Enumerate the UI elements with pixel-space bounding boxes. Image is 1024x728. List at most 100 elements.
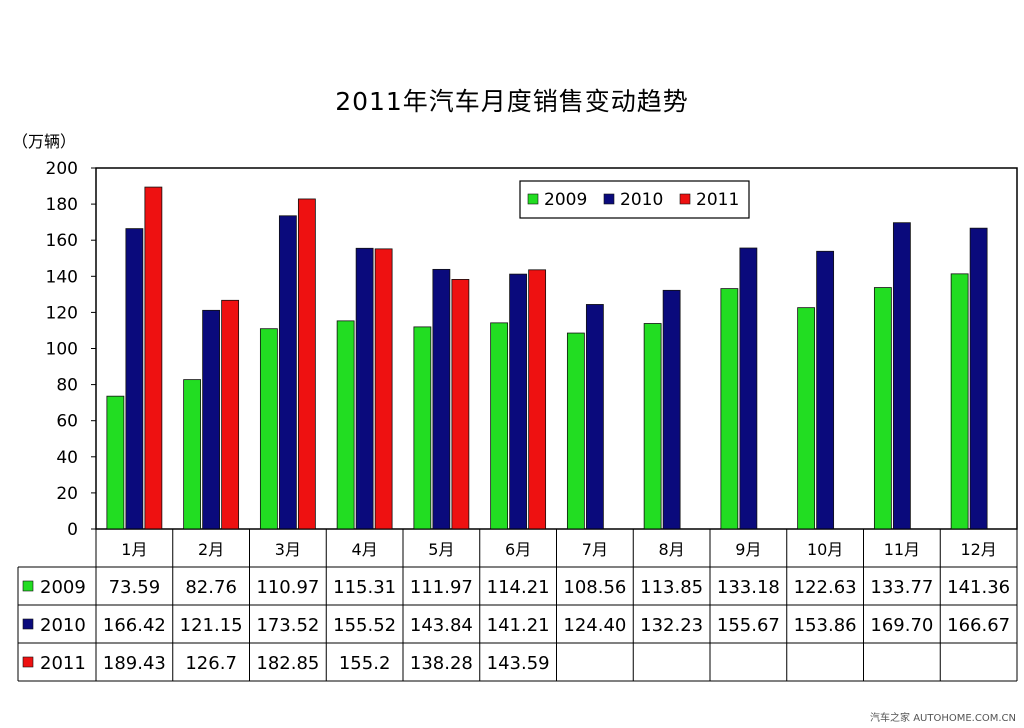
category-label: 5月 bbox=[428, 540, 454, 559]
data-label: 133.18 bbox=[717, 577, 780, 598]
category-label: 12月 bbox=[960, 540, 996, 559]
data-label: 141.21 bbox=[487, 615, 550, 636]
bar-2011-4 bbox=[374, 248, 393, 530]
y-tick-label: 100 bbox=[46, 340, 78, 360]
data-label: 113.85 bbox=[640, 577, 703, 598]
data-label: 114.21 bbox=[487, 577, 550, 598]
data-label: 111.97 bbox=[410, 577, 473, 598]
category-label: 8月 bbox=[659, 540, 685, 559]
bar-2009-8 bbox=[643, 323, 662, 530]
category-label: 2月 bbox=[198, 540, 224, 559]
legend-swatch-2010 bbox=[603, 193, 615, 205]
data-label: 108.56 bbox=[563, 577, 626, 598]
legend-box bbox=[519, 180, 750, 219]
data-label: 143.59 bbox=[487, 653, 550, 674]
bar-2010-3 bbox=[278, 215, 297, 530]
bar-2010-4 bbox=[355, 247, 374, 530]
bar-2011-1 bbox=[144, 186, 163, 530]
category-label: 1月 bbox=[121, 540, 147, 559]
table-row-header-2009: 2009 bbox=[40, 577, 86, 598]
y-tick-label: 0 bbox=[67, 520, 78, 540]
data-label: 143.84 bbox=[410, 615, 473, 636]
data-label: 132.23 bbox=[640, 615, 703, 636]
bar-2009-7 bbox=[566, 332, 585, 530]
y-tick-label: 180 bbox=[46, 195, 78, 215]
bar-2011-3 bbox=[297, 198, 316, 530]
data-label: 126.7 bbox=[185, 653, 237, 674]
bar-2011-5 bbox=[451, 279, 470, 530]
y-tick-label: 200 bbox=[46, 159, 78, 179]
data-label: 133.77 bbox=[870, 577, 933, 598]
data-label: 73.59 bbox=[109, 577, 161, 598]
data-label: 141.36 bbox=[947, 577, 1010, 598]
data-label: 122.63 bbox=[794, 577, 857, 598]
y-tick-label: 120 bbox=[46, 303, 78, 323]
bar-2010-12 bbox=[969, 227, 988, 530]
bar-2010-5 bbox=[432, 268, 451, 530]
y-tick-label: 40 bbox=[56, 448, 78, 468]
bar-2009-12 bbox=[950, 273, 969, 530]
data-label: 153.86 bbox=[794, 615, 857, 636]
category-label: 3月 bbox=[275, 540, 301, 559]
data-label: 166.42 bbox=[103, 615, 166, 636]
bar-2009-10 bbox=[797, 307, 816, 530]
category-label: 6月 bbox=[505, 540, 531, 559]
table-swatch-2009 bbox=[22, 580, 34, 592]
bar-2009-3 bbox=[259, 328, 278, 530]
bar-2009-11 bbox=[873, 287, 892, 530]
bar-2010-9 bbox=[739, 247, 758, 530]
data-label: 173.52 bbox=[256, 615, 319, 636]
bar-2009-1 bbox=[106, 395, 125, 530]
bar-2011-2 bbox=[221, 299, 240, 530]
data-label: 115.31 bbox=[333, 577, 396, 598]
bar-2010-10 bbox=[816, 250, 835, 530]
table-swatch-2011 bbox=[22, 656, 34, 668]
bar-2010-6 bbox=[509, 273, 528, 530]
bar-2010-7 bbox=[585, 304, 604, 530]
data-label: 121.15 bbox=[180, 615, 243, 636]
chart-title: 2011年汽车月度销售变动趋势 bbox=[335, 87, 689, 116]
data-label: 82.76 bbox=[185, 577, 237, 598]
data-label: 124.40 bbox=[563, 615, 626, 636]
y-tick-label: 160 bbox=[46, 231, 78, 251]
category-label: 10月 bbox=[807, 540, 843, 559]
y-tick-label: 60 bbox=[56, 412, 78, 432]
table-swatch-2010 bbox=[22, 618, 34, 630]
bar-2009-6 bbox=[490, 322, 509, 530]
bar-2009-2 bbox=[183, 379, 202, 530]
y-axis-unit-label: （万辆） bbox=[12, 132, 77, 151]
data-label: 155.2 bbox=[339, 653, 391, 674]
data-label: 182.85 bbox=[256, 653, 319, 674]
bar-2010-8 bbox=[662, 289, 681, 530]
bar-2009-9 bbox=[720, 288, 739, 530]
data-label: 110.97 bbox=[256, 577, 319, 598]
bar-2010-2 bbox=[202, 309, 221, 530]
bar-2010-1 bbox=[125, 228, 144, 530]
legend-label-2009: 2009 bbox=[544, 190, 587, 210]
table-row-header-2010: 2010 bbox=[40, 615, 86, 636]
category-label: 11月 bbox=[884, 540, 920, 559]
y-tick-label: 80 bbox=[56, 376, 78, 396]
legend-label-2010: 2010 bbox=[620, 190, 663, 210]
bar-2009-4 bbox=[336, 320, 355, 530]
data-label: 166.67 bbox=[947, 615, 1010, 636]
data-label: 169.70 bbox=[870, 615, 933, 636]
legend-swatch-2009 bbox=[527, 193, 539, 205]
legend-label-2011: 2011 bbox=[696, 190, 739, 210]
table-row-header-2011: 2011 bbox=[40, 653, 86, 674]
bar-2009-5 bbox=[413, 326, 432, 530]
data-label: 138.28 bbox=[410, 653, 473, 674]
data-label: 155.52 bbox=[333, 615, 396, 636]
y-tick-label: 20 bbox=[56, 484, 78, 504]
data-label: 155.67 bbox=[717, 615, 780, 636]
category-label: 9月 bbox=[735, 540, 761, 559]
category-label: 4月 bbox=[352, 540, 378, 559]
bar-2010-11 bbox=[892, 222, 911, 530]
y-tick-label: 140 bbox=[46, 267, 78, 287]
category-label: 7月 bbox=[582, 540, 608, 559]
legend-swatch-2011 bbox=[679, 193, 691, 205]
data-label: 189.43 bbox=[103, 653, 166, 674]
watermark: 汽车之家 AUTOHOME.COM.CN bbox=[870, 713, 1016, 724]
bar-2011-6 bbox=[528, 269, 547, 530]
